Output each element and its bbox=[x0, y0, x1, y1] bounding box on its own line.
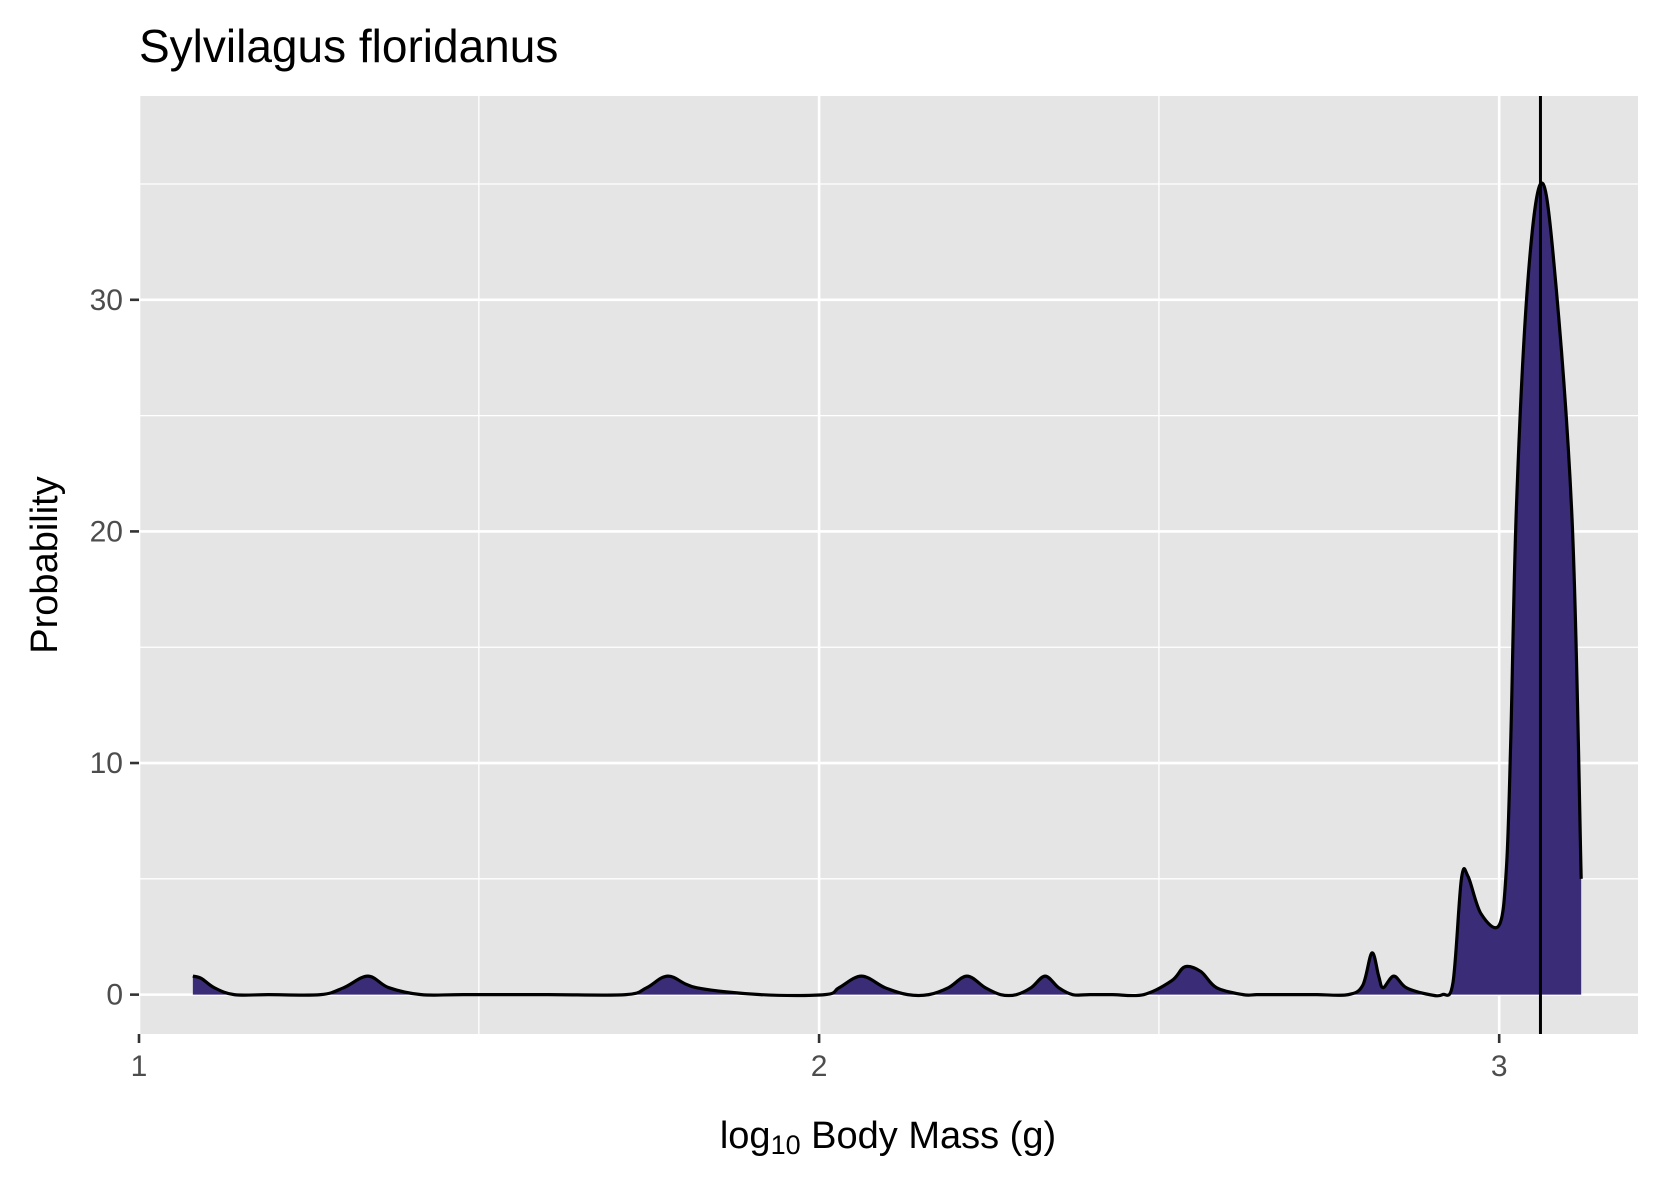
plot-panel bbox=[139, 96, 1638, 1034]
x-axis-title-subscript: 10 bbox=[771, 1130, 801, 1160]
y-tick-label-3: 30 bbox=[90, 284, 123, 317]
y-tick-label-2: 20 bbox=[90, 515, 123, 548]
x-axis-title-suffix: Body Mass (g) bbox=[801, 1115, 1057, 1157]
x-tick-label-0: 1 bbox=[131, 1050, 148, 1083]
chart-title: Sylvilagus floridanus bbox=[139, 20, 558, 72]
x-axis-title: log10 Body Mass (g) bbox=[720, 1115, 1056, 1160]
x-tick-label-2: 3 bbox=[1491, 1050, 1508, 1083]
y-axis-title: Probability bbox=[24, 476, 66, 653]
y-tick-label-0: 0 bbox=[106, 979, 123, 1012]
x-axis-title-prefix: log bbox=[720, 1115, 771, 1157]
y-tick-label-1: 10 bbox=[90, 747, 123, 780]
x-tick-label-1: 2 bbox=[811, 1050, 828, 1083]
density-layer bbox=[192, 181, 1583, 998]
density-curve-0 bbox=[192, 181, 1583, 998]
